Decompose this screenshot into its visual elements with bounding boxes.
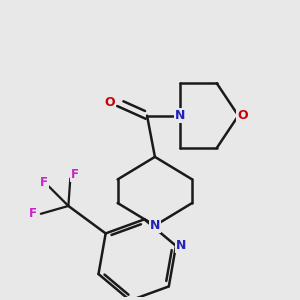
Text: O: O — [237, 109, 247, 122]
Text: F: F — [29, 207, 37, 220]
Text: F: F — [71, 168, 79, 181]
Text: O: O — [104, 96, 115, 110]
Text: N: N — [150, 219, 160, 232]
Text: N: N — [176, 239, 186, 252]
Text: F: F — [40, 176, 48, 189]
Text: N: N — [175, 109, 186, 122]
